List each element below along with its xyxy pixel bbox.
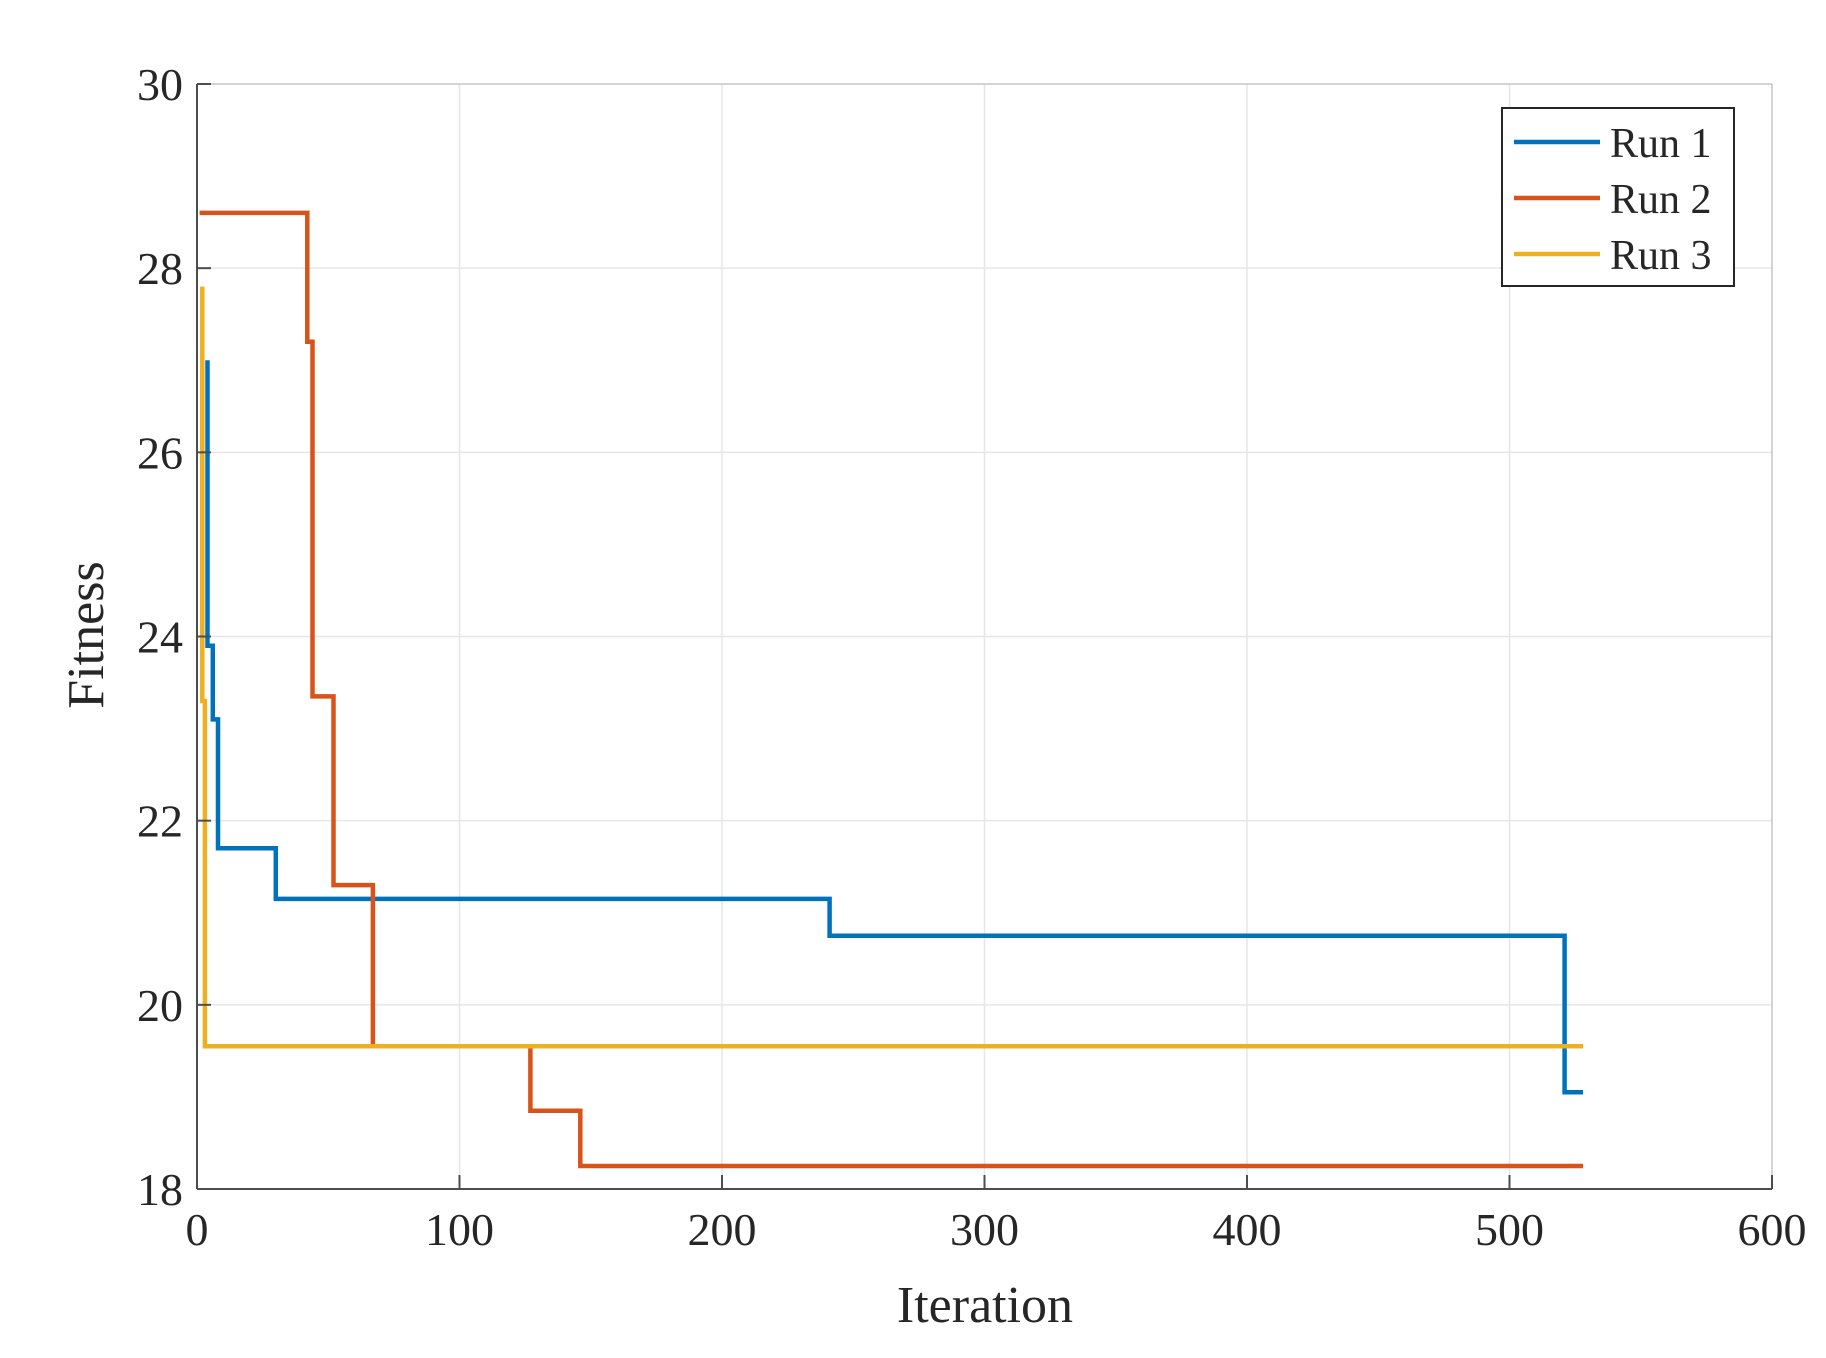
- series-layer: [199, 210, 1583, 1169]
- legend-label-run-2: Run 2: [1610, 177, 1712, 223]
- series-line-run-2: [199, 210, 1583, 1169]
- tick-labels: 0 100 200 300 400 500 600 18 20 22 24 26 28 30: [137, 59, 1807, 1255]
- y-tick-label-1: 20: [137, 980, 183, 1031]
- legend-label-run-1: Run 1: [1610, 121, 1712, 167]
- series-line-run-3: [200, 286, 1583, 1049]
- x-axis-label: Iteration: [897, 1277, 1073, 1334]
- y-tick-label-0: 18: [137, 1164, 183, 1215]
- x-tick-label-2: 200: [688, 1204, 757, 1255]
- x-tick-label-6: 600: [1738, 1204, 1807, 1255]
- legend-label-run-3: Run 3: [1610, 233, 1712, 279]
- y-tick-label-2: 22: [137, 796, 183, 847]
- y-axis-label: Fitness: [58, 561, 115, 708]
- y-tick-label-6: 30: [137, 59, 183, 110]
- legend: Run 1 Run 2 Run 3: [1501, 107, 1735, 287]
- x-tick-label-3: 300: [950, 1204, 1019, 1255]
- x-tick-label-1: 100: [425, 1204, 494, 1255]
- y-tick-label-3: 24: [137, 612, 183, 663]
- x-tick-label-0: 0: [186, 1204, 209, 1255]
- x-tick-label-4: 400: [1213, 1204, 1282, 1255]
- series-line-run-1: [205, 360, 1583, 1095]
- axes: [196, 83, 1773, 1190]
- y-tick-label-4: 26: [137, 427, 183, 478]
- x-tick-label-5: 500: [1475, 1204, 1544, 1255]
- y-tick-label-5: 28: [137, 243, 183, 294]
